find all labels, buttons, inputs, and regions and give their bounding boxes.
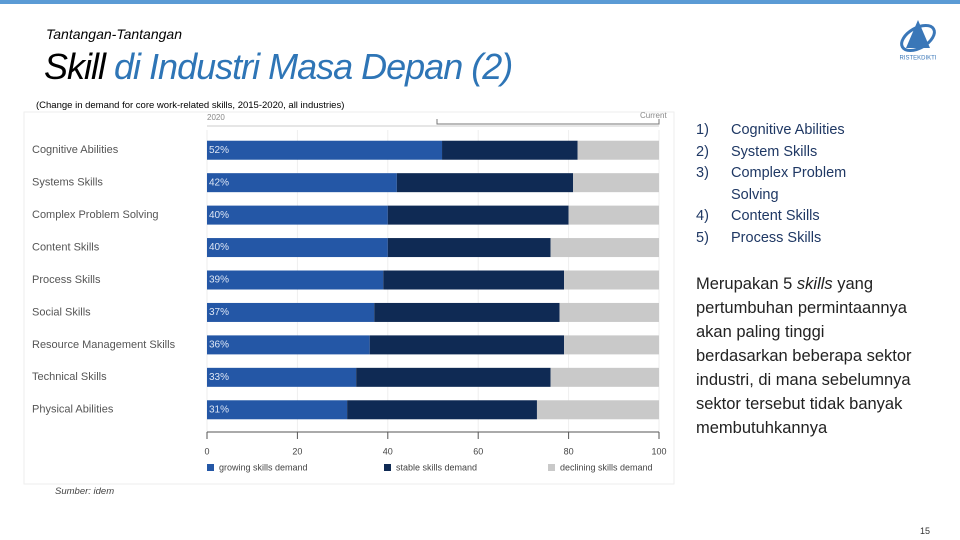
- legend-swatch: [384, 464, 391, 471]
- list-number: 1): [696, 122, 709, 138]
- bar-segment: [442, 140, 578, 160]
- list-item: 5) Process Skills: [696, 228, 946, 250]
- bar-segment: [207, 335, 370, 355]
- bar-segment: [207, 302, 375, 322]
- x-tick-label: 80: [564, 446, 574, 456]
- list-number: 2): [696, 143, 709, 160]
- top-bar: [0, 0, 960, 4]
- bar-segment: [573, 173, 659, 193]
- bar-segment: [356, 367, 551, 387]
- list-number: 3): [696, 165, 709, 181]
- source: Sumber: idem: [55, 486, 115, 497]
- logo: RISTEKDIKTI: [899, 20, 937, 62]
- header-bracket: [436, 119, 660, 125]
- bar-segment: [550, 238, 659, 258]
- bar-segment: [207, 270, 384, 290]
- value-label: 40%: [209, 210, 229, 221]
- list-label: Complex Problem Solving: [731, 165, 847, 203]
- bar-segment: [550, 367, 659, 387]
- value-label: 52%: [209, 145, 229, 156]
- bar-segment: [387, 205, 569, 225]
- legend-label: growing skills demand: [219, 462, 308, 472]
- y-tick-label: Content Skills: [32, 241, 100, 253]
- bar-segment: [369, 335, 565, 355]
- y-tick-label: Physical Abilities: [32, 404, 114, 416]
- legend-swatch: [548, 464, 555, 471]
- paragraph-part: yang pertumbuhan permintaannya akan pali…: [696, 275, 912, 437]
- bar-segment: [374, 302, 560, 322]
- value-label: 36%: [209, 340, 229, 351]
- x-tick-label: 60: [473, 446, 483, 456]
- list-number: 5): [696, 229, 709, 246]
- bar-segment: [564, 270, 659, 290]
- x-tick-label: 20: [292, 446, 302, 456]
- y-tick-label: Technical Skills: [32, 371, 107, 383]
- list-label: Process Skills: [731, 229, 822, 246]
- chart-panel: [23, 111, 675, 485]
- bar-segment: [568, 205, 659, 225]
- legend-label: stable skills demand: [396, 462, 477, 472]
- bar-segment: [564, 335, 659, 355]
- page-number: 15: [920, 526, 931, 536]
- legend-swatch: [207, 464, 214, 471]
- list-item: 3) Complex Problem Solving: [696, 163, 946, 206]
- bar-segment: [347, 400, 537, 420]
- paragraph-part: Merupakan 5: [696, 275, 797, 293]
- value-label: 42%: [209, 177, 229, 188]
- bar-segment: [207, 367, 357, 387]
- bar-segment: [577, 140, 659, 160]
- bar-segment: [207, 205, 388, 225]
- bar-segment: [207, 238, 388, 258]
- y-tick-label: Resource Management Skills: [32, 339, 176, 351]
- bar-segment: [536, 400, 659, 420]
- y-tick-label: Process Skills: [32, 274, 101, 286]
- y-tick-label: Social Skills: [32, 306, 91, 318]
- y-tick-label: Systems Skills: [32, 177, 103, 189]
- list-label: Content Skills: [731, 208, 820, 224]
- chart-note: (Change in demand for core work-related …: [36, 100, 345, 111]
- value-label: 40%: [209, 242, 229, 253]
- bar-segment: [396, 173, 574, 193]
- skill-list: 1) Cognitive Abilities 2) System Skills 3) Co…: [696, 120, 946, 249]
- value-label: 39%: [209, 275, 229, 286]
- bar-segment: [207, 140, 443, 160]
- bar-segment: [207, 400, 348, 420]
- list-item: 1) Cognitive Abilities: [696, 120, 946, 142]
- x-tick-label: 100: [651, 446, 666, 456]
- legend-label: declining skills demand: [560, 462, 653, 472]
- value-label: 37%: [209, 307, 229, 318]
- logo-text: RISTEKDIKTI: [899, 56, 936, 62]
- bar-segment: [559, 302, 659, 322]
- y-tick-label: Complex Problem Solving: [32, 209, 159, 221]
- list-number: 4): [696, 208, 709, 224]
- bar-segment: [383, 270, 565, 290]
- y-tick-label: Cognitive Abilities: [32, 144, 119, 156]
- header-right: Current: [640, 111, 667, 120]
- header-left: 2020: [207, 113, 225, 122]
- bar-segment: [207, 173, 397, 193]
- list-item: 4) Content Skills: [696, 206, 946, 228]
- bar-segment: [387, 238, 551, 258]
- x-tick-label: 40: [383, 446, 393, 456]
- title-part: Skill: [44, 46, 106, 87]
- slide-title: Skill di Industri Masa Depan (2): [44, 46, 513, 88]
- value-label: 33%: [209, 372, 229, 383]
- list-label: System Skills: [731, 143, 818, 160]
- list-item: 2) System Skills: [696, 142, 946, 164]
- list-label: Cognitive Abilities: [731, 122, 845, 138]
- paragraph-part: skills: [796, 275, 833, 293]
- kicker: Tantangan-Tantangan: [46, 26, 182, 42]
- value-label: 31%: [209, 404, 229, 415]
- x-tick-label: 0: [204, 446, 209, 456]
- paragraph: Merupakan 5 skills yang pertumbuhan perm…: [696, 272, 916, 440]
- title-part: di Industri Masa Depan (2): [114, 46, 513, 87]
